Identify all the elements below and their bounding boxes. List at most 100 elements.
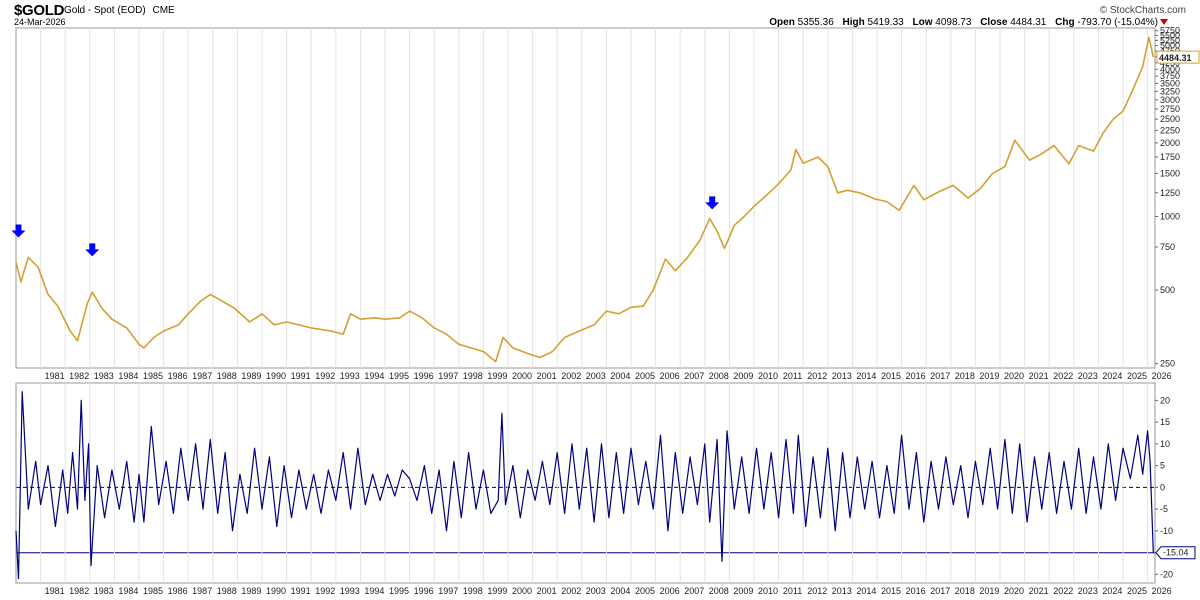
x-tick-label: 2004 bbox=[610, 371, 630, 381]
x-tick-label: 2002 bbox=[561, 371, 581, 381]
x-tick-label: 1990 bbox=[266, 586, 286, 596]
x-tick-label: 1994 bbox=[364, 586, 384, 596]
x-tick-label: 1984 bbox=[118, 371, 138, 381]
description-text: Gold - Spot (EOD) bbox=[64, 5, 146, 16]
x-tick-label: 1991 bbox=[291, 586, 311, 596]
price-panel: 1981 1982 1983 1984 1985 1986 1987 1988 1989 1990… bbox=[11, 26, 1200, 381]
x-tick-label: 2023 bbox=[1078, 586, 1098, 596]
x-tick-label: 1983 bbox=[94, 371, 114, 381]
x-tick-label: 2016 bbox=[906, 586, 926, 596]
x-tick-label: 1996 bbox=[414, 586, 434, 596]
x-tick-label: 2011 bbox=[783, 586, 802, 596]
y-tick-label: 0 bbox=[1160, 482, 1165, 492]
y-tick-label: 2500 bbox=[1160, 114, 1180, 124]
x-tick-label: 1993 bbox=[340, 371, 360, 381]
x-tick-label: 2008 bbox=[709, 371, 729, 381]
x-tick-label: 2014 bbox=[856, 586, 876, 596]
x-tick-label: 2021 bbox=[1029, 371, 1049, 381]
x-tick-label: 2010 bbox=[758, 586, 778, 596]
x-tick-label: 2013 bbox=[832, 586, 852, 596]
open-label: Open bbox=[769, 17, 795, 28]
price-series-line bbox=[15, 36, 1155, 363]
down-triangle-icon bbox=[1160, 19, 1168, 25]
x-tick-label: 2006 bbox=[660, 586, 680, 596]
x-tick-label: 2000 bbox=[512, 371, 532, 381]
y-tick-label: 2750 bbox=[1160, 104, 1180, 114]
x-tick-label: 1981 bbox=[45, 371, 65, 381]
x-tick-label: 1999 bbox=[487, 586, 507, 596]
x-tick-label: 2011 bbox=[783, 371, 802, 381]
x-tick-label: 2016 bbox=[906, 371, 926, 381]
x-tick-label: 2018 bbox=[955, 586, 975, 596]
panel-frame bbox=[15, 382, 1156, 584]
symbol-description: Gold - Spot (EOD) CME bbox=[64, 5, 175, 16]
x-tick-label: 2021 bbox=[1029, 586, 1049, 596]
y-tick-label: 2250 bbox=[1160, 125, 1180, 135]
x-tick-label: 2017 bbox=[930, 586, 950, 596]
chart-date: 24-Mar-2026 bbox=[14, 17, 66, 27]
chg-label: Chg bbox=[1055, 17, 1075, 28]
x-tick-label: 1982 bbox=[69, 586, 89, 596]
x-tick-label: 2015 bbox=[881, 586, 901, 596]
x-tick-label: 1997 bbox=[438, 586, 458, 596]
x-tick-label: 2003 bbox=[586, 586, 606, 596]
x-tick-label: 2018 bbox=[955, 371, 975, 381]
y-tick-label: 500 bbox=[1160, 285, 1175, 295]
x-tick-label: 1998 bbox=[463, 586, 483, 596]
x-tick-label: 2020 bbox=[1004, 586, 1024, 596]
ohlc-readout: Open 5355.36 High 5419.33 Low 4098.73 Cl… bbox=[769, 17, 1158, 28]
x-tick-label: 1992 bbox=[315, 371, 335, 381]
y-tick-label: 15 bbox=[1160, 417, 1170, 427]
symbol-label: $GOLD bbox=[14, 2, 65, 19]
x-tick-label: 2005 bbox=[635, 586, 655, 596]
y-tick-label: 5 bbox=[1160, 461, 1165, 471]
y-tick-label: 750 bbox=[1160, 242, 1175, 252]
x-tick-label: 2001 bbox=[537, 371, 557, 381]
y-tick-label: 1250 bbox=[1160, 188, 1180, 198]
y-tick-label: 20 bbox=[1160, 395, 1170, 405]
y-tick-label: 5250 bbox=[1160, 35, 1180, 45]
x-tick-label: 2004 bbox=[610, 586, 630, 596]
y-tick-label: 3750 bbox=[1160, 71, 1180, 81]
open-value: 5355.36 bbox=[797, 17, 834, 28]
y-tick-label: 3000 bbox=[1160, 95, 1180, 105]
x-tick-label: 1990 bbox=[266, 371, 286, 381]
x-tick-label: 2009 bbox=[733, 371, 753, 381]
y-tick-label: 250 bbox=[1160, 359, 1175, 369]
y-tick-label: 1000 bbox=[1160, 211, 1180, 221]
y-tick-label: -20 bbox=[1160, 569, 1173, 579]
last-roc-box bbox=[1155, 546, 1196, 560]
down-arrow-icon bbox=[705, 196, 720, 210]
x-tick-label: 1987 bbox=[192, 586, 212, 596]
x-tick-label: 2000 bbox=[512, 586, 532, 596]
x-tick-label: 2025 bbox=[1127, 586, 1147, 596]
x-tick-label: 2022 bbox=[1053, 586, 1073, 596]
x-tick-label: 1986 bbox=[168, 371, 188, 381]
x-tick-label: 1995 bbox=[389, 371, 409, 381]
x-tick-label: 1987 bbox=[192, 371, 212, 381]
x-tick-label: 2026 bbox=[1152, 586, 1172, 596]
x-tick-label: 1989 bbox=[241, 371, 261, 381]
x-tick-label: 2003 bbox=[586, 371, 606, 381]
x-tick-label: 2024 bbox=[1102, 371, 1122, 381]
high-value: 5419.33 bbox=[867, 17, 904, 28]
down-arrow-icon bbox=[85, 243, 100, 257]
x-tick-label: 2008 bbox=[709, 586, 729, 596]
y-tick-label: 3500 bbox=[1160, 78, 1180, 88]
chart-header: $GOLD Gold - Spot (EOD) CME 24-Mar-2026 … bbox=[0, 0, 1200, 28]
x-tick-label: 2014 bbox=[856, 371, 876, 381]
last-price-box bbox=[1156, 50, 1200, 64]
y-tick-label: 5000 bbox=[1160, 41, 1180, 51]
roc-series-line bbox=[15, 391, 1154, 580]
panel-frame bbox=[15, 27, 1156, 369]
last-roc-label: -15.04 bbox=[1163, 548, 1189, 558]
x-tick-label: 2007 bbox=[684, 371, 704, 381]
x-tick-label: 1999 bbox=[487, 371, 507, 381]
x-tick-label: 2001 bbox=[537, 586, 557, 596]
y-tick-label: 10 bbox=[1160, 439, 1170, 449]
x-tick-label: 2015 bbox=[881, 371, 901, 381]
x-tick-label: 1993 bbox=[340, 586, 360, 596]
x-tick-label: 2010 bbox=[758, 371, 778, 381]
close-label: Close bbox=[980, 17, 1008, 28]
